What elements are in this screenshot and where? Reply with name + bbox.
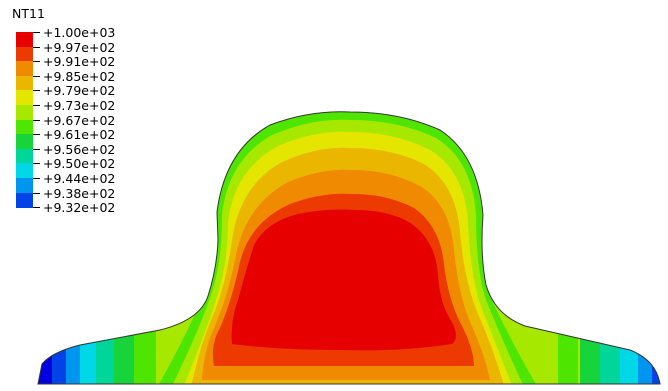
legend-title: NT11 [12, 6, 45, 21]
legend-swatch [16, 75, 33, 91]
legend-tick [33, 32, 40, 33]
legend-swatch [16, 178, 33, 193]
legend-tick [33, 90, 40, 92]
legend-swatch [16, 134, 33, 150]
band [558, 300, 578, 384]
band [231, 209, 456, 351]
temperature-bands [38, 111, 668, 391]
legend-tick [33, 46, 40, 48]
legend-tick [33, 61, 40, 63]
legend-swatch [16, 119, 33, 135]
legend-swatch [16, 105, 33, 120]
legend-label: +9.85e+02 [43, 68, 116, 84]
legend-label: +9.97e+02 [43, 39, 116, 55]
legend-label: +9.79e+02 [43, 83, 116, 99]
legend-label: +1.00e+03 [43, 25, 116, 40]
legend-tick [33, 134, 40, 136]
legend-swatch [16, 148, 33, 164]
legend-label: +9.32e+02 [43, 200, 116, 216]
legend-label: +9.61e+02 [43, 127, 116, 143]
legend-swatch [16, 61, 33, 77]
legend-tick [33, 163, 40, 165]
legend-tick [33, 75, 40, 77]
legend-label: +9.73e+02 [43, 98, 116, 113]
band [660, 300, 668, 391]
legend-tick [33, 119, 40, 121]
legend-tick [33, 148, 40, 150]
legend-label: +9.56e+02 [43, 141, 116, 157]
legend-tick [33, 207, 40, 209]
legend-label: +9.38e+02 [43, 185, 116, 201]
part-outline [37, 111, 661, 385]
legend-swatch [16, 163, 33, 179]
band [618, 300, 638, 384]
legend-swatch [16, 90, 33, 106]
legend-label: +9.67e+02 [43, 112, 116, 128]
legend-label: +9.91e+02 [43, 54, 116, 70]
legend-tick [33, 192, 40, 194]
legend-label: +9.44e+02 [43, 171, 116, 186]
legend-swatch [16, 46, 33, 62]
legend-tick [33, 105, 40, 106]
legend-label: +9.50e+02 [43, 156, 116, 172]
legend-swatch [16, 32, 33, 47]
legend-swatch [16, 192, 33, 208]
legend-tick [33, 178, 40, 179]
band [580, 300, 600, 384]
